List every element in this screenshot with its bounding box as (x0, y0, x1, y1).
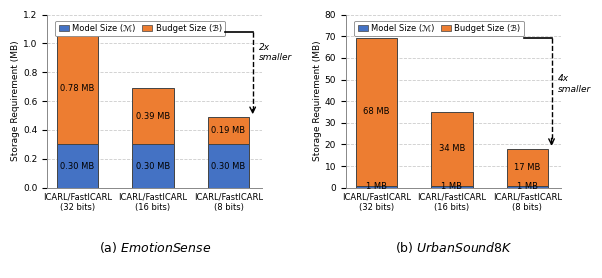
Bar (356, 38, 397, 185)
Bar (431, 185, 473, 188)
Bar (132, 88, 174, 144)
Bar (132, 144, 174, 188)
Bar (431, 112, 473, 185)
Y-axis label: Storage Requirement (MB): Storage Requirement (MB) (313, 41, 322, 162)
Text: 34 MB: 34 MB (439, 144, 465, 153)
Bar (507, 149, 548, 185)
Bar (57, 144, 98, 188)
Text: (a) $\mathit{EmotionSense}$: (a) $\mathit{EmotionSense}$ (99, 240, 211, 255)
Text: 1 MB: 1 MB (517, 182, 538, 191)
Text: 17 MB: 17 MB (514, 163, 541, 172)
Text: 0.30 MB: 0.30 MB (60, 162, 95, 170)
Text: 0.30 MB: 0.30 MB (136, 162, 170, 170)
Text: 1 MB: 1 MB (441, 182, 462, 191)
Bar (57, 32, 98, 144)
Bar (507, 185, 548, 188)
Text: 0.39 MB: 0.39 MB (136, 112, 170, 121)
Text: (b) $\mathit{UrbanSound8K}$: (b) $\mathit{UrbanSound8K}$ (395, 240, 512, 255)
Text: 1 MB: 1 MB (366, 182, 387, 191)
Legend: Model Size (ℳ), Budget Size (ℬ): Model Size (ℳ), Budget Size (ℬ) (55, 21, 225, 36)
Bar (356, 185, 397, 188)
Y-axis label: Storage Requirement (MB): Storage Requirement (MB) (11, 41, 20, 162)
Text: 68 MB: 68 MB (363, 108, 389, 116)
Text: 4x
smaller: 4x smaller (557, 74, 591, 93)
Text: 0.30 MB: 0.30 MB (211, 162, 246, 170)
Text: 0.19 MB: 0.19 MB (211, 126, 246, 135)
Bar (208, 144, 249, 188)
Bar (208, 117, 249, 144)
Legend: Model Size (ℳ), Budget Size (ℬ): Model Size (ℳ), Budget Size (ℬ) (355, 21, 524, 36)
Text: 0.78 MB: 0.78 MB (60, 84, 95, 93)
Text: 2x
smaller: 2x smaller (259, 43, 292, 62)
